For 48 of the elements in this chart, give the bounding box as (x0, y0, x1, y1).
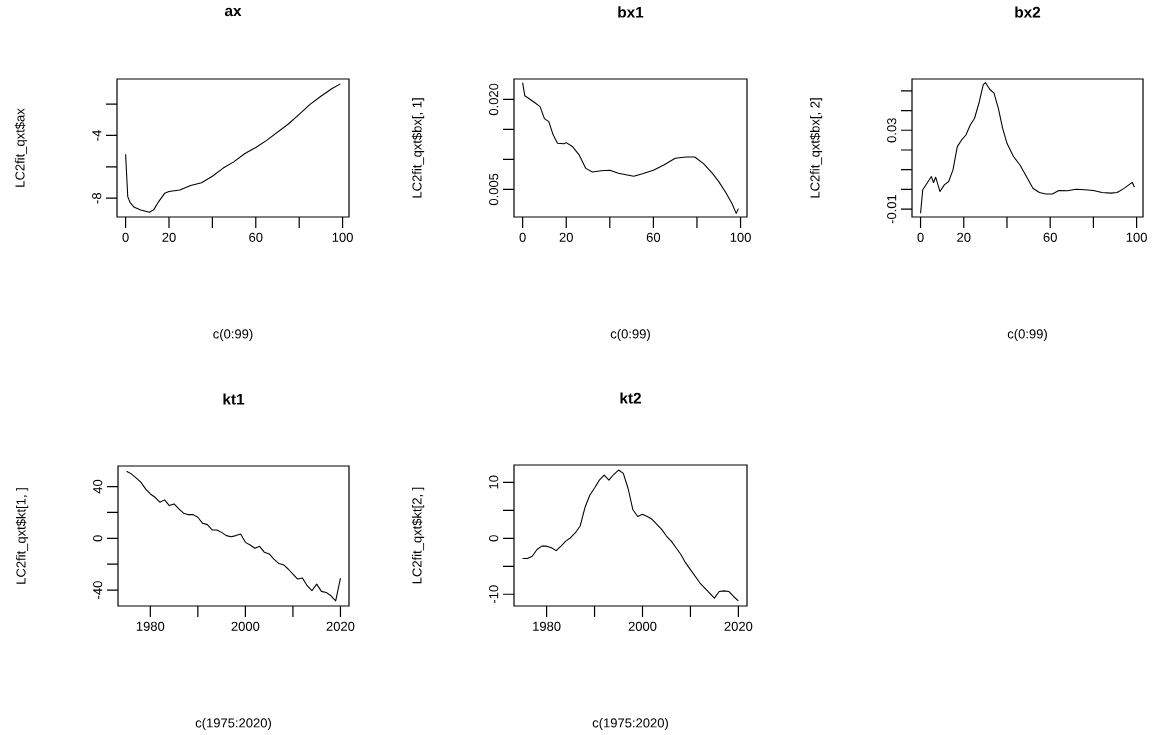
y-tick-label: -4 (92, 130, 102, 141)
chart-title: bx1 (618, 6, 644, 18)
y-axis-title: LC2fit_qxt$ax (14, 108, 28, 187)
y-tick-label: 0.020 (489, 83, 499, 116)
y-tick-label: 0 (93, 535, 103, 542)
x-tick-label: 1980 (136, 621, 165, 632)
y-tick-label: -0.01 (887, 195, 897, 224)
x-axis-title: c(0:99) (213, 329, 253, 342)
y-axis-title: LC2fit_qxt$kt[1, ] (15, 488, 29, 584)
x-tick-label: 2000 (231, 621, 260, 632)
x-tick-label: 2000 (628, 621, 657, 632)
x-axis-title: c(1975:2020) (195, 718, 271, 731)
line-series (126, 470, 341, 602)
chart-title: bx2 (1015, 6, 1041, 18)
x-tick-label: 20 (559, 232, 573, 243)
x-tick-label: 2020 (724, 621, 753, 632)
y-tick-label: 10 (489, 475, 499, 489)
x-tick-label: 20 (957, 232, 971, 243)
x-tick-label: 100 (332, 232, 353, 243)
y-axis-title: LC2fit_qxt$bx[, 2] (809, 98, 823, 198)
x-tick-label: 0 (519, 232, 526, 243)
y-tick-label: -40 (93, 581, 103, 600)
x-axis-title: c(0:99) (610, 329, 650, 342)
x-axis-title: c(0:99) (1007, 329, 1047, 342)
chart-title: kt2 (620, 392, 641, 404)
x-axis-title: c(1975:2020) (592, 718, 668, 731)
y-tick-label: 40 (93, 480, 103, 494)
y-axis-title: LC2fit_qxt$bx[, 1] (411, 98, 425, 198)
x-tick-label: 0 (122, 232, 129, 243)
x-tick-label: 60 (1043, 232, 1057, 243)
chart-title: kt1 (223, 393, 245, 405)
x-tick-label: 60 (646, 232, 661, 243)
y-axis-title: LC2fit_qxt$kt[2, ] (411, 487, 425, 584)
x-tick-label: 20 (162, 232, 176, 243)
y-tick-label: 0.005 (489, 173, 499, 206)
x-tick-label: 1980 (533, 621, 561, 632)
y-tick-label: 0.03 (887, 118, 897, 143)
x-tick-label: 2020 (326, 621, 355, 632)
x-tick-label: 100 (730, 232, 751, 243)
x-tick-label: 60 (249, 232, 263, 243)
y-tick-label: -8 (92, 193, 102, 204)
y-tick-label: 0 (489, 535, 499, 542)
x-tick-label: 100 (1126, 232, 1147, 243)
line-series (920, 82, 1135, 215)
chart-title: ax (224, 8, 242, 17)
y-tick-label: -10 (489, 585, 499, 604)
x-tick-label: 0 (917, 232, 924, 243)
line-series (522, 82, 739, 215)
